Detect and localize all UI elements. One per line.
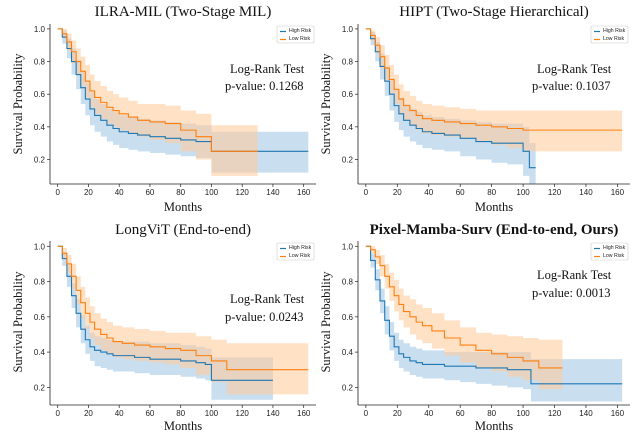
x-axis-label: Months [164,419,202,433]
legend-label-high: High Risk [603,245,626,251]
chart-title: ILRA-MIL (Two-Stage MIL) [95,4,272,20]
x-tick-label: 20 [393,188,402,197]
x-axis-label: Months [164,200,202,214]
x-tick-label: 160 [611,409,625,418]
x-tick-label: 20 [393,409,402,418]
x-tick-label: 0 [364,188,369,197]
y-axis-label: Survival Probability [11,271,25,373]
logrank-label: Log-Rank Test [537,62,612,76]
x-tick-label: 60 [456,188,465,197]
y-tick-label: 0.8 [342,58,354,67]
y-tick-label: 0.6 [34,90,46,99]
x-tick-label: 100 [205,409,219,418]
p-value-label: p-value: 0.1268 [225,79,303,93]
y-tick-label: 0.2 [342,383,354,392]
y-tick-label: 0.4 [34,123,46,132]
p-value-label: p-value: 0.0243 [225,310,303,324]
chart-panel: HIPT (Two-Stage Hierarchical) Survival P… [319,4,630,214]
x-tick-label: 40 [115,188,124,197]
logrank-label: Log-Rank Test [230,62,305,76]
chart-panel: LongViT (End-to-end) Survival Probabilit… [11,222,316,433]
logrank-label: Log-Rank Test [230,292,305,306]
y-tick-label: 0.6 [342,313,354,322]
x-tick-label: 0 [55,188,60,197]
x-tick-label: 140 [579,409,593,418]
chart-panel: Pixel-Mamba-Surv (End-to-end, Ours) Surv… [319,222,630,433]
x-tick-label: 80 [487,188,496,197]
x-tick-label: 80 [487,409,496,418]
x-tick-label: 60 [456,409,465,418]
y-axis-label: Survival Probability [11,53,25,155]
y-tick-label: 0.2 [34,156,46,165]
chart-title: LongViT (End-to-end) [115,222,251,238]
x-axis-label: Months [475,200,513,214]
y-axis-label: Survival Probability [319,271,333,373]
x-tick-label: 140 [266,409,280,418]
x-tick-label: 80 [176,188,185,197]
x-tick-label: 100 [516,409,530,418]
chart-title: HIPT (Two-Stage Hierarchical) [399,4,588,20]
x-tick-label: 60 [145,409,154,418]
legend-label-high: High Risk [603,28,626,34]
x-tick-label: 40 [424,188,433,197]
p-value-label: p-value: 0.1037 [532,79,610,93]
x-tick-label: 100 [516,188,530,197]
y-tick-label: 0.8 [34,278,46,287]
x-tick-label: 120 [236,409,250,418]
y-axis-label: Survival Probability [319,53,333,155]
legend-label-low: Low Risk [603,253,624,259]
y-tick-label: 0.8 [34,58,46,67]
y-tick-label: 1.0 [342,25,354,34]
x-tick-label: 100 [205,188,219,197]
x-tick-label: 80 [176,409,185,418]
chart-title: Pixel-Mamba-Surv (End-to-end, Ours) [370,222,619,238]
x-tick-label: 160 [297,188,311,197]
legend-label-low: Low Risk [603,36,624,42]
p-value-label: p-value: 0.0013 [532,286,610,300]
y-tick-label: 0.6 [342,90,354,99]
legend-label-high: High Risk [289,245,312,251]
y-tick-label: 0.4 [342,123,354,132]
x-tick-label: 0 [364,409,369,418]
y-tick-label: 1.0 [34,242,46,251]
x-tick-label: 40 [424,409,433,418]
x-tick-label: 60 [145,188,154,197]
legend-label-low: Low Risk [289,253,310,259]
y-tick-label: 0.4 [34,348,46,357]
x-axis-label: Months [475,419,513,433]
y-tick-label: 0.2 [342,156,354,165]
logrank-label: Log-Rank Test [537,268,612,282]
x-tick-label: 0 [55,409,60,418]
x-tick-label: 20 [84,409,93,418]
x-tick-label: 120 [236,188,250,197]
x-tick-label: 140 [579,188,593,197]
x-tick-label: 40 [115,409,124,418]
legend-label-high: High Risk [289,28,312,34]
x-tick-label: 160 [611,188,625,197]
confidence-band [366,29,536,184]
x-tick-label: 20 [84,188,93,197]
x-tick-label: 140 [266,188,280,197]
x-tick-label: 160 [297,409,311,418]
y-tick-label: 0.4 [342,348,354,357]
y-tick-label: 0.8 [342,278,354,287]
y-tick-label: 1.0 [34,25,46,34]
y-tick-label: 1.0 [342,242,354,251]
x-tick-label: 120 [548,409,562,418]
y-tick-label: 0.6 [34,313,46,322]
chart-panel: ILRA-MIL (Two-Stage MIL) Survival Probab… [11,4,316,214]
legend-label-low: Low Risk [289,36,310,42]
x-tick-label: 120 [548,188,562,197]
y-tick-label: 0.2 [34,383,46,392]
